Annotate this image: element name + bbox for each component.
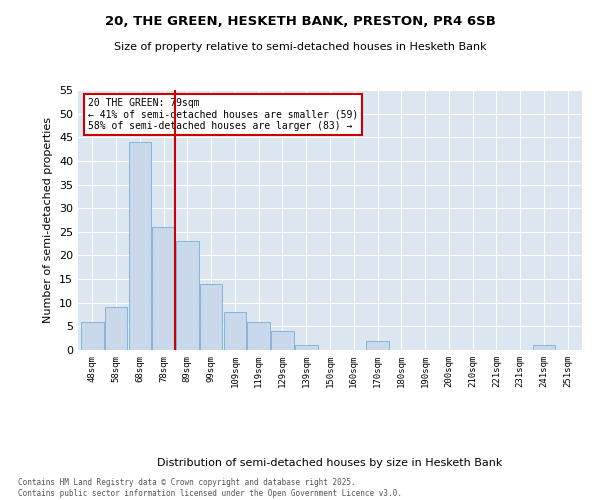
Bar [533, 346, 555, 350]
Text: Contains HM Land Registry data © Crown copyright and database right 2025.
Contai: Contains HM Land Registry data © Crown c… [18, 478, 402, 498]
Bar [105, 308, 127, 350]
Bar [128, 142, 151, 350]
Bar [247, 322, 270, 350]
Text: Size of property relative to semi-detached houses in Hesketh Bank: Size of property relative to semi-detach… [113, 42, 487, 52]
Bar [366, 340, 389, 350]
Bar [152, 227, 175, 350]
Bar [224, 312, 246, 350]
Bar [200, 284, 223, 350]
Bar [176, 242, 199, 350]
Bar [81, 322, 104, 350]
Text: Distribution of semi-detached houses by size in Hesketh Bank: Distribution of semi-detached houses by … [157, 458, 503, 468]
Bar [271, 331, 294, 350]
Text: 20, THE GREEN, HESKETH BANK, PRESTON, PR4 6SB: 20, THE GREEN, HESKETH BANK, PRESTON, PR… [104, 15, 496, 28]
Y-axis label: Number of semi-detached properties: Number of semi-detached properties [43, 117, 53, 323]
Text: 20 THE GREEN: 79sqm
← 41% of semi-detached houses are smaller (59)
58% of semi-d: 20 THE GREEN: 79sqm ← 41% of semi-detach… [88, 98, 358, 131]
Bar [295, 346, 317, 350]
